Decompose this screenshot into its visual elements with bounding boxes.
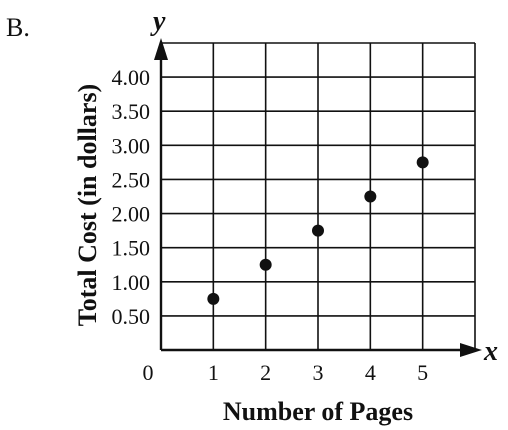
data-point	[364, 190, 377, 203]
y-axis-arrow	[154, 38, 168, 60]
x-tick-labels: 1 2 3 4 5	[208, 360, 428, 385]
y-tick-labels: 0.50 1.00 1.50 2.00 2.50 3.00 3.50 4.00	[112, 65, 151, 329]
axes	[154, 38, 482, 357]
data-point	[416, 156, 429, 169]
data-point	[259, 258, 272, 271]
x-tick-label: 1	[208, 360, 219, 385]
data-points	[207, 156, 429, 305]
option-label: B.	[6, 13, 30, 42]
y-tick-label: 0.50	[112, 304, 151, 329]
data-point	[312, 224, 324, 237]
x-axis-label: Number of Pages	[223, 397, 413, 426]
x-tick-label: 2	[260, 360, 271, 385]
x-tick-label: 5	[417, 360, 428, 385]
y-axis-symbol: y	[150, 6, 166, 37]
x-tick-label: 4	[365, 360, 376, 385]
y-tick-label: 1.50	[112, 236, 151, 261]
grid	[161, 42, 476, 350]
y-tick-label: 1.00	[112, 270, 151, 295]
y-axis-label: Total Cost (in dollars)	[73, 84, 102, 326]
y-tick-label: 3.50	[112, 99, 151, 124]
y-tick-label: 2.50	[112, 167, 151, 192]
data-point	[207, 292, 220, 305]
y-tick-label: 3.00	[112, 133, 151, 158]
origin-label: 0	[143, 360, 154, 385]
x-tick-label: 3	[313, 360, 324, 385]
x-axis-symbol: x	[483, 336, 498, 367]
x-axis-arrow	[460, 343, 482, 357]
y-tick-label: 4.00	[112, 65, 151, 90]
y-tick-label: 2.00	[112, 202, 151, 227]
